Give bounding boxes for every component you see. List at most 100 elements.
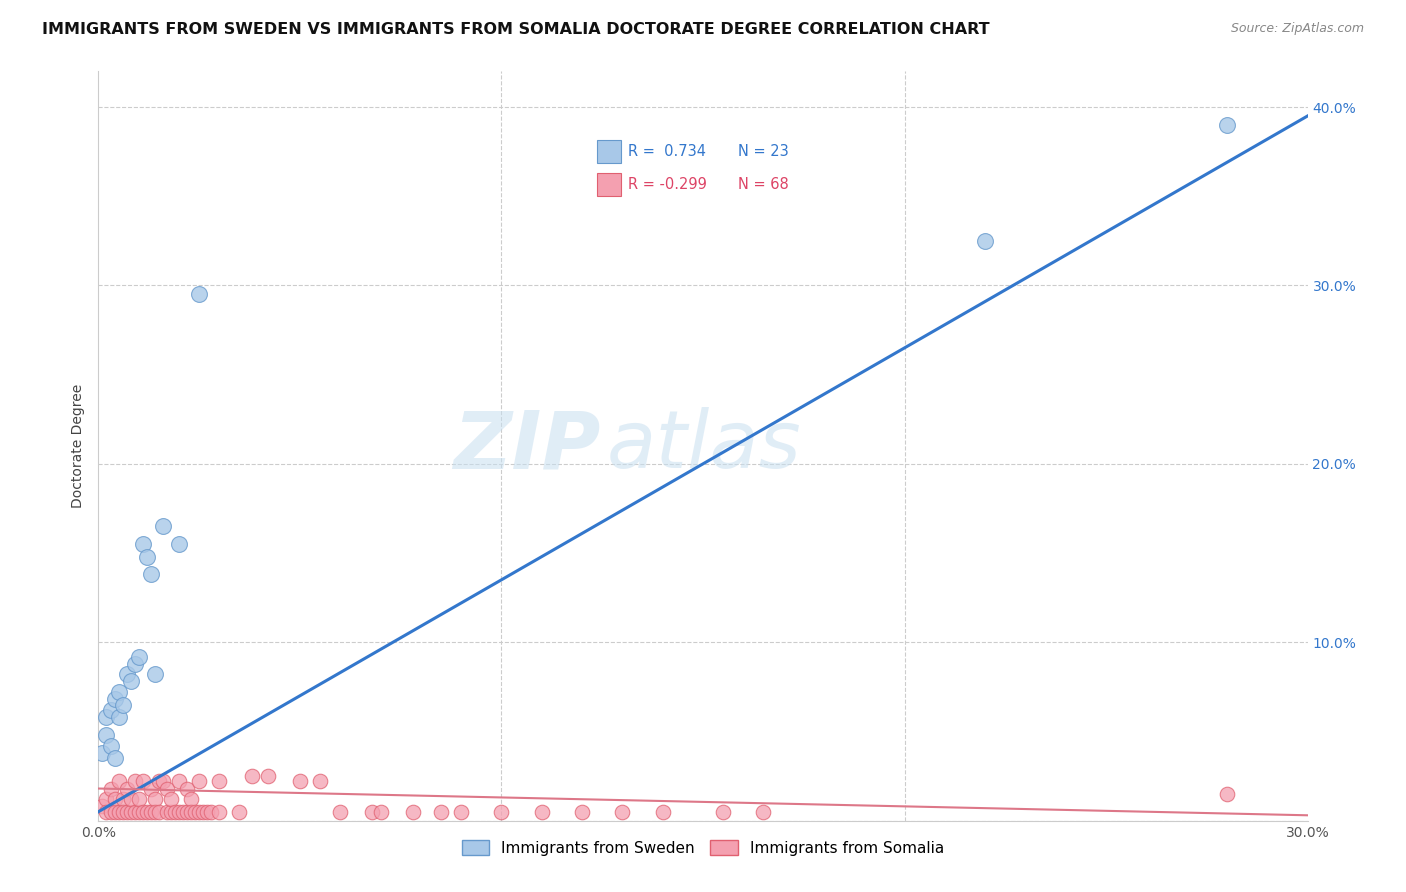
Bar bbox=[598, 140, 621, 163]
Point bbox=[361, 805, 384, 819]
Point bbox=[530, 805, 553, 819]
Point bbox=[160, 792, 183, 806]
Point bbox=[135, 805, 157, 819]
Point bbox=[256, 769, 278, 783]
Point bbox=[176, 805, 198, 819]
Point bbox=[148, 774, 170, 789]
Point bbox=[752, 805, 775, 819]
Point bbox=[156, 805, 179, 819]
Point bbox=[402, 805, 425, 819]
Point bbox=[160, 805, 183, 819]
Point bbox=[139, 781, 162, 796]
Point bbox=[370, 805, 392, 819]
Point bbox=[107, 805, 129, 819]
Point bbox=[120, 674, 142, 689]
Point bbox=[148, 805, 170, 819]
Point bbox=[120, 805, 142, 819]
Text: atlas: atlas bbox=[606, 407, 801, 485]
Point bbox=[91, 746, 114, 760]
Point bbox=[96, 792, 118, 806]
Point bbox=[309, 774, 332, 789]
Point bbox=[115, 781, 138, 796]
Point bbox=[184, 805, 207, 819]
Point bbox=[208, 805, 231, 819]
Point bbox=[228, 805, 250, 819]
Point bbox=[152, 519, 174, 533]
Point bbox=[128, 805, 150, 819]
Point bbox=[100, 781, 122, 796]
Point bbox=[156, 781, 179, 796]
Point bbox=[111, 792, 134, 806]
Point bbox=[143, 805, 166, 819]
Text: R = -0.299: R = -0.299 bbox=[628, 178, 707, 192]
Point bbox=[96, 710, 118, 724]
Point bbox=[450, 805, 472, 819]
Point bbox=[288, 774, 311, 789]
Bar bbox=[598, 173, 621, 196]
Point bbox=[100, 739, 122, 753]
Text: Source: ZipAtlas.com: Source: ZipAtlas.com bbox=[1230, 22, 1364, 36]
Point bbox=[143, 667, 166, 681]
Point bbox=[143, 792, 166, 806]
Point bbox=[1216, 118, 1239, 132]
Point bbox=[974, 234, 997, 248]
Point bbox=[128, 792, 150, 806]
Point bbox=[132, 537, 155, 551]
Point bbox=[172, 805, 194, 819]
Point bbox=[651, 805, 673, 819]
Point bbox=[96, 805, 118, 819]
Point bbox=[103, 692, 125, 706]
Point bbox=[711, 805, 734, 819]
Point bbox=[612, 805, 634, 819]
Point bbox=[180, 792, 202, 806]
Point bbox=[188, 805, 211, 819]
Point bbox=[111, 698, 134, 712]
Point bbox=[135, 549, 157, 564]
Point bbox=[103, 751, 125, 765]
Text: R =  0.734: R = 0.734 bbox=[628, 145, 706, 159]
Point bbox=[240, 769, 263, 783]
Point bbox=[188, 774, 211, 789]
Point bbox=[193, 805, 215, 819]
Point bbox=[167, 537, 190, 551]
Point bbox=[167, 774, 190, 789]
Point bbox=[491, 805, 513, 819]
Point bbox=[103, 792, 125, 806]
Point bbox=[107, 710, 129, 724]
Text: N = 23: N = 23 bbox=[738, 145, 789, 159]
Point bbox=[132, 805, 155, 819]
Point bbox=[115, 805, 138, 819]
Point bbox=[176, 781, 198, 796]
Point bbox=[103, 805, 125, 819]
Point bbox=[430, 805, 453, 819]
Text: ZIP: ZIP bbox=[453, 407, 600, 485]
Point bbox=[111, 805, 134, 819]
Point bbox=[124, 657, 146, 671]
Point bbox=[152, 774, 174, 789]
Point bbox=[195, 805, 218, 819]
Point bbox=[107, 685, 129, 699]
Point bbox=[100, 805, 122, 819]
Point bbox=[120, 792, 142, 806]
Point bbox=[124, 774, 146, 789]
Point bbox=[139, 567, 162, 582]
Point bbox=[91, 799, 114, 814]
Point bbox=[1216, 787, 1239, 801]
Point bbox=[128, 649, 150, 664]
Point bbox=[163, 805, 186, 819]
Point bbox=[132, 774, 155, 789]
Text: N = 68: N = 68 bbox=[738, 178, 789, 192]
Y-axis label: Doctorate Degree: Doctorate Degree bbox=[72, 384, 86, 508]
Point bbox=[167, 805, 190, 819]
Point bbox=[107, 774, 129, 789]
Text: IMMIGRANTS FROM SWEDEN VS IMMIGRANTS FROM SOMALIA DOCTORATE DEGREE CORRELATION C: IMMIGRANTS FROM SWEDEN VS IMMIGRANTS FRO… bbox=[42, 22, 990, 37]
Point bbox=[100, 703, 122, 717]
Point bbox=[188, 287, 211, 301]
Point bbox=[115, 667, 138, 681]
Point bbox=[139, 805, 162, 819]
Point bbox=[200, 805, 222, 819]
Point bbox=[96, 728, 118, 742]
Point bbox=[571, 805, 593, 819]
Point bbox=[208, 774, 231, 789]
Point bbox=[180, 805, 202, 819]
